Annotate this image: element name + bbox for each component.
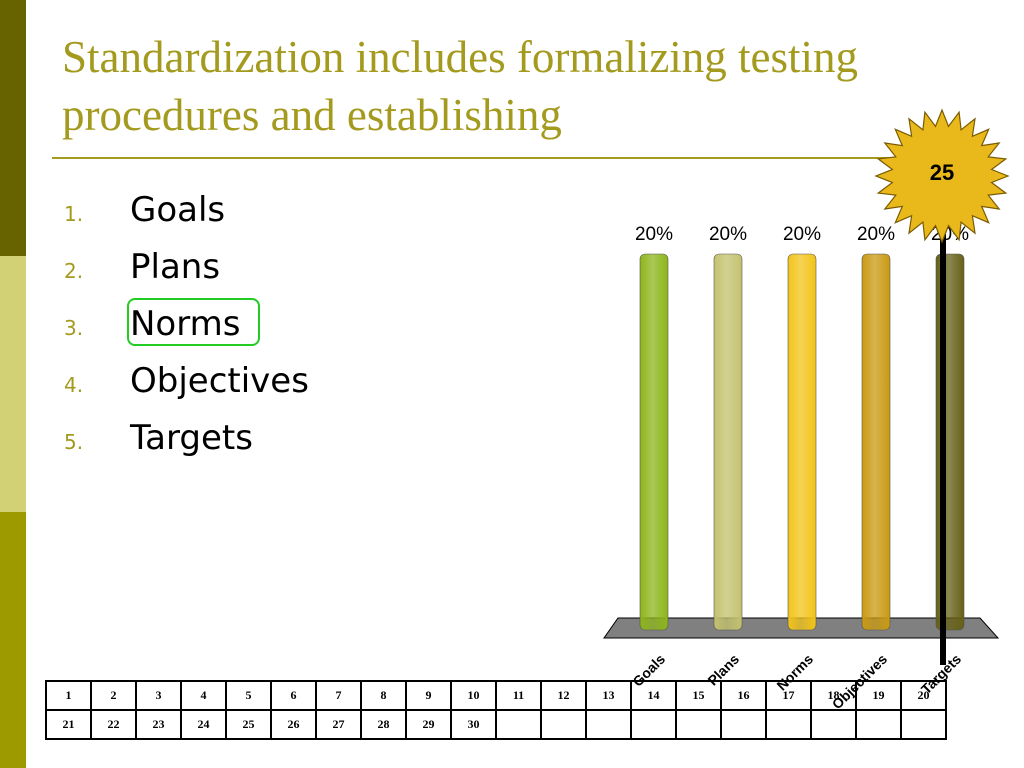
grid-cell: 21 <box>45 709 92 740</box>
option-label: Targets <box>130 418 253 458</box>
grid-cell: 22 <box>90 709 137 740</box>
grid-cell: 9 <box>405 680 452 711</box>
grid-cell: 5 <box>225 680 272 711</box>
bar-norms <box>787 253 817 631</box>
option-label: Norms <box>130 304 241 344</box>
grid-cell <box>765 709 812 740</box>
grid-cell: 16 <box>720 680 767 711</box>
grid-row: 21 22 23 24 25 26 27 28 29 30 <box>45 709 947 740</box>
grid-cell <box>630 709 677 740</box>
option-label: Plans <box>130 247 221 287</box>
grid-cell: 18 <box>810 680 857 711</box>
grid-cell: 11 <box>495 680 542 711</box>
grid-cell: 8 <box>360 680 407 711</box>
sidebar-band-olive <box>0 512 26 768</box>
option-label: Goals <box>130 190 226 230</box>
grid-cell: 26 <box>270 709 317 740</box>
option-label: Objectives <box>130 361 309 401</box>
starburst-shape <box>874 108 1010 244</box>
option-number: 4. <box>64 373 84 397</box>
grid-cell: 7 <box>315 680 362 711</box>
bar-plans <box>713 253 743 631</box>
response-grid: 1 2 3 4 5 6 7 8 9 10 11 12 13 14 15 16 17 18 19 20 21 22 23 24 2… <box>45 680 947 740</box>
option-number: 2. <box>64 259 84 283</box>
sidebar-band-light <box>0 256 26 512</box>
grid-cell <box>675 709 722 740</box>
data-label: 20% <box>857 224 895 245</box>
option-number: 3. <box>64 316 84 340</box>
countdown-timer: 25 <box>874 108 1010 244</box>
data-label: 20% <box>709 224 747 245</box>
grid-cell <box>540 709 587 740</box>
grid-cell: 29 <box>405 709 452 740</box>
grid-cell: 14 <box>630 680 677 711</box>
option-number: 5. <box>64 430 84 454</box>
sidebar-decoration <box>0 0 26 768</box>
data-label: 20% <box>783 224 821 245</box>
grid-cell: 27 <box>315 709 362 740</box>
option-number: 1. <box>64 202 84 226</box>
grid-cell: 2 <box>90 680 137 711</box>
grid-cell: 12 <box>540 680 587 711</box>
bar-goals <box>639 253 669 631</box>
timer-value: 25 <box>929 160 955 185</box>
sidebar-band-dark <box>0 0 26 256</box>
data-label: 20% <box>635 224 673 245</box>
grid-cell: 6 <box>270 680 317 711</box>
grid-cell: 1 <box>45 680 92 711</box>
timer-pointer <box>940 210 946 665</box>
grid-cell <box>720 709 767 740</box>
grid-cell: 19 <box>855 680 902 711</box>
title-underline <box>52 157 902 159</box>
grid-cell: 10 <box>450 680 497 711</box>
grid-row: 1 2 3 4 5 6 7 8 9 10 11 12 13 14 15 16 17 18 19 20 <box>45 680 947 711</box>
grid-cell <box>585 709 632 740</box>
grid-cell: 23 <box>135 709 182 740</box>
grid-cell <box>855 709 902 740</box>
grid-cell: 15 <box>675 680 722 711</box>
slide-title: Standardization includes formalizing tes… <box>62 32 859 140</box>
correct-answer-highlight <box>127 298 260 346</box>
grid-cell: 4 <box>180 680 227 711</box>
grid-cell: 28 <box>360 709 407 740</box>
grid-cell: 13 <box>585 680 632 711</box>
grid-cell <box>810 709 857 740</box>
grid-cell: 17 <box>765 680 812 711</box>
grid-cell: 25 <box>225 709 272 740</box>
bar-objectives <box>861 253 891 631</box>
grid-cell <box>495 709 542 740</box>
starburst-icon <box>874 108 1010 244</box>
grid-cell: 30 <box>450 709 497 740</box>
grid-cell <box>900 709 947 740</box>
grid-cell: 20 <box>900 680 947 711</box>
grid-cell: 3 <box>135 680 182 711</box>
grid-cell: 24 <box>180 709 227 740</box>
